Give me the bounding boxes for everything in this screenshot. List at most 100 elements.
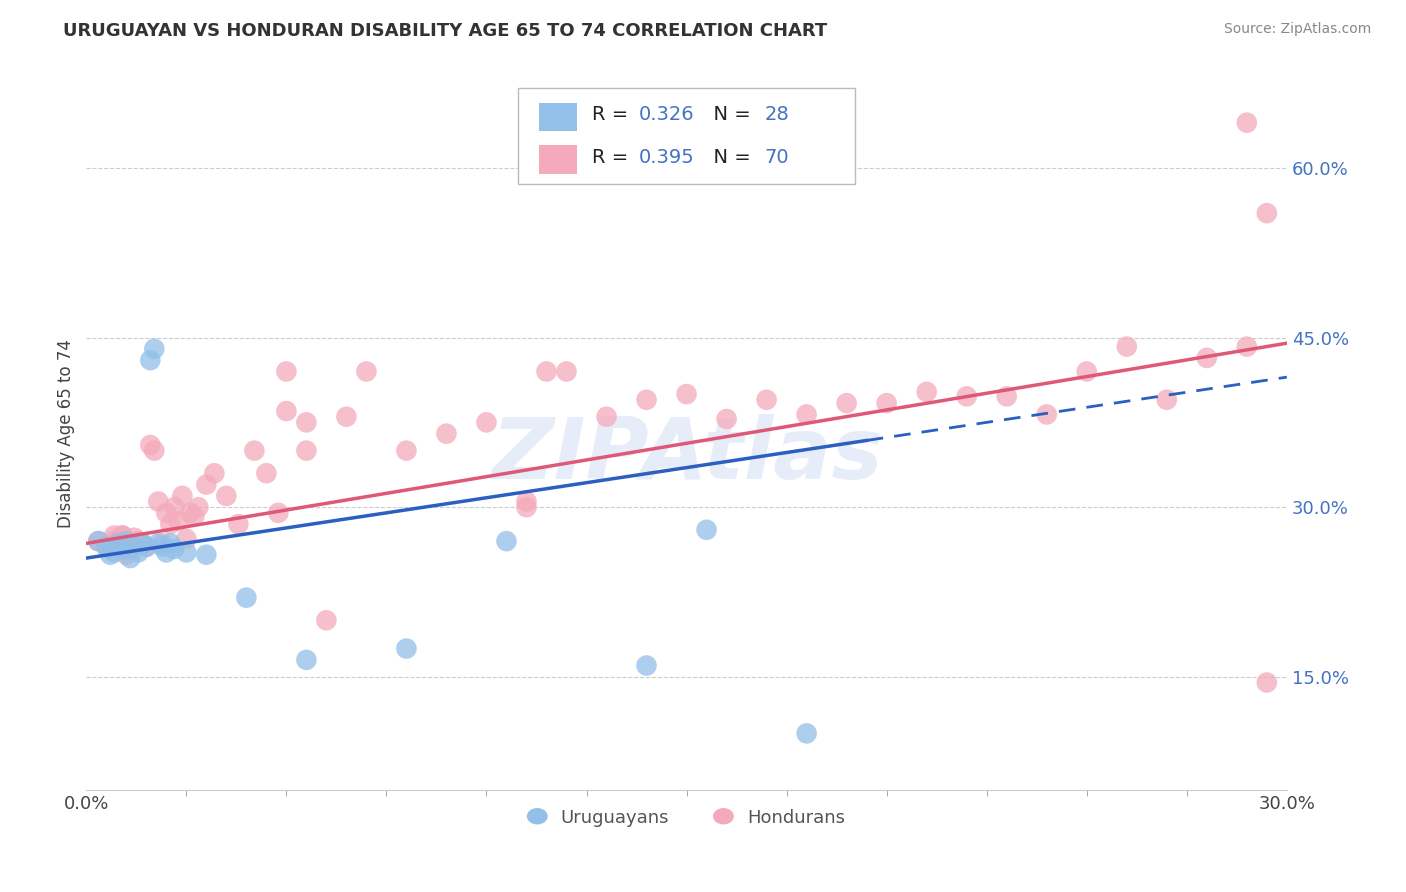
Point (150, 540, 173, 554)
Point (96, 540, 118, 554)
Point (115, 534, 138, 549)
Point (796, 408, 818, 422)
Point (243, 443, 266, 458)
Point (135, 540, 157, 554)
Point (131, 536, 153, 550)
Point (395, 443, 418, 458)
Point (1195, 351, 1218, 365)
Point (315, 613, 337, 627)
Point (515, 500, 537, 515)
Point (915, 384, 938, 399)
Text: 0.326: 0.326 (638, 105, 695, 124)
Text: R =: R = (592, 148, 634, 167)
Point (143, 443, 166, 458)
Point (159, 536, 181, 550)
Point (155, 506, 177, 520)
Point (228, 517, 250, 532)
Point (267, 506, 290, 520)
Point (115, 548, 138, 562)
Point (636, 658, 658, 673)
Text: N =: N = (702, 105, 756, 124)
Legend: Uruguayans, Hondurans: Uruguayans, Hondurans (522, 802, 852, 834)
Point (215, 489, 238, 503)
Point (111, 528, 134, 542)
Point (87, 534, 110, 549)
Point (124, 531, 146, 545)
Point (956, 389, 979, 403)
Point (98, 542, 121, 557)
Point (103, 528, 125, 542)
Point (335, 409, 357, 424)
Point (696, 523, 718, 537)
Point (835, 396, 858, 410)
Point (111, 528, 134, 542)
Point (139, 438, 162, 452)
Point (107, 536, 129, 550)
Point (124, 540, 146, 554)
FancyBboxPatch shape (519, 88, 855, 185)
Point (595, 409, 617, 424)
Point (276, 364, 298, 378)
Text: ZIPAtlas: ZIPAtlas (491, 414, 883, 497)
Point (796, 726, 818, 740)
Text: R =: R = (592, 105, 634, 124)
Point (120, 551, 142, 566)
Point (176, 545, 198, 559)
Point (195, 548, 218, 562)
Point (87, 534, 110, 549)
Point (555, 364, 578, 378)
Text: Source: ZipAtlas.com: Source: ZipAtlas.com (1223, 22, 1371, 37)
Text: 28: 28 (765, 105, 789, 124)
Y-axis label: Disability Age 65 to 74: Disability Age 65 to 74 (58, 339, 75, 528)
Point (876, 396, 898, 410)
Point (276, 404, 298, 418)
Point (675, 387, 697, 401)
Point (187, 500, 209, 515)
Point (120, 536, 142, 550)
Point (1236, 340, 1258, 354)
Point (295, 416, 318, 430)
Point (183, 509, 205, 524)
Point (1236, 116, 1258, 130)
Point (150, 536, 173, 550)
Point (155, 545, 177, 559)
Point (107, 536, 129, 550)
Point (1115, 340, 1137, 354)
Point (139, 353, 162, 368)
Text: 70: 70 (765, 148, 789, 167)
Point (1156, 392, 1178, 407)
Point (131, 536, 153, 550)
Point (295, 443, 318, 458)
Point (495, 534, 517, 549)
Point (716, 412, 738, 426)
Point (755, 392, 778, 407)
Point (1256, 675, 1278, 690)
Point (436, 426, 458, 441)
Point (995, 389, 1018, 403)
Point (536, 364, 558, 378)
Point (254, 467, 277, 481)
Point (148, 536, 170, 550)
Point (172, 489, 194, 503)
Point (202, 467, 225, 481)
Point (176, 532, 198, 546)
Point (127, 534, 149, 549)
Point (1256, 206, 1278, 220)
Point (115, 542, 138, 557)
Point (475, 416, 498, 430)
Point (107, 536, 129, 550)
Text: N =: N = (702, 148, 756, 167)
Point (163, 542, 186, 557)
Point (515, 494, 537, 508)
Point (96, 540, 118, 554)
Point (103, 534, 125, 549)
Point (295, 653, 318, 667)
Text: URUGUAYAN VS HONDURAN DISABILITY AGE 65 TO 74 CORRELATION CHART: URUGUAYAN VS HONDURAN DISABILITY AGE 65 … (63, 22, 828, 40)
Point (111, 542, 134, 557)
Point (195, 477, 218, 491)
Point (103, 545, 125, 559)
Point (1076, 364, 1098, 378)
Point (356, 364, 378, 378)
Point (1035, 408, 1057, 422)
Point (179, 506, 201, 520)
